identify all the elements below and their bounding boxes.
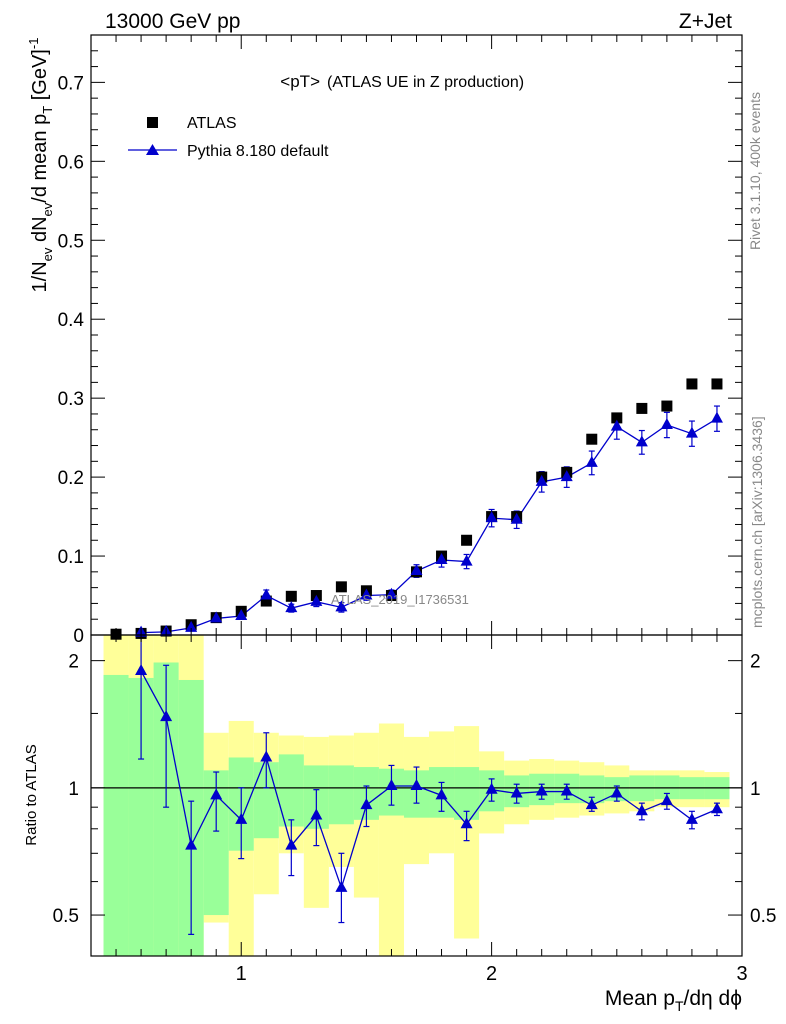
mc-point (635, 435, 648, 447)
top-y-axis-label: 1/Nev dNev/d mean pT [GeV]-1 (26, 38, 55, 293)
mc-point (235, 609, 248, 621)
mc-point (285, 601, 298, 613)
mc-point (360, 588, 373, 600)
ratio-mc-point (585, 798, 598, 810)
ratio-mc-point (210, 788, 223, 800)
plot-title-sub: (ATLAS UE in Z production) (327, 74, 524, 91)
y-tick-label: 0.2 (58, 468, 84, 489)
svg-text:Mean pT/dη dϕ: Mean pT/dη dϕ (605, 987, 742, 1014)
atlas-data-point (335, 581, 347, 593)
mcplots-label: mcplots.cern.ch [arXiv:1306.3436] (749, 416, 765, 628)
legend-atlas-label: ATLAS (187, 115, 237, 132)
atlas-data-point (461, 534, 473, 546)
mc-point (385, 587, 398, 599)
x-tick-label: 2 (486, 963, 497, 985)
legend-mc-label: Pythia 8.180 default (187, 143, 329, 160)
mc-point (560, 470, 573, 482)
mc-point (610, 419, 623, 431)
ratio-y-tick-label-right: 1 (750, 779, 761, 800)
svg-text:1/Nev dNev/d mean pT [GeV]-1: 1/Nev dNev/d mean pT [GeV]-1 (26, 38, 55, 293)
atlas-data-point (586, 433, 598, 445)
ratio-mc-point (360, 798, 373, 810)
ratio-mc-point (185, 838, 198, 850)
mc-point (535, 474, 548, 486)
analysis-watermark: ATLAS_2019_I1736531 (331, 592, 469, 607)
atlas-data-point (686, 378, 698, 390)
uncertainty-band-inner (328, 765, 354, 825)
ratio-mc-point (385, 779, 398, 791)
ratio-plot-area (91, 635, 742, 956)
ratio-mc-point (260, 750, 273, 762)
y-tick-label: 0.4 (58, 310, 85, 331)
x-tick-label: 3 (736, 963, 747, 985)
atlas-data-point (260, 595, 272, 607)
header-right-label: Z+Jet (679, 10, 732, 33)
ratio-mc-point (660, 794, 673, 806)
legend: ATLAS Pythia 8.180 default (128, 115, 329, 160)
ratio-mc-point (160, 710, 173, 722)
mc-point (710, 411, 723, 423)
y-tick-label: 0.3 (58, 389, 84, 410)
mc-point (335, 600, 348, 612)
ratio-mc-point (485, 782, 498, 794)
ratio-mc-point (435, 788, 448, 800)
y-tick-label: 0.5 (58, 231, 84, 252)
mc-point (210, 611, 223, 623)
ratio-mc-point (335, 880, 348, 892)
mc-point (685, 426, 698, 438)
ratio-y-axis-label: Ratio to ATLAS (23, 744, 40, 845)
ratio-mc-point (310, 808, 323, 820)
atlas-data-point (636, 402, 648, 414)
y-tick-label: 0 (73, 626, 84, 647)
mc-point (510, 512, 523, 524)
header-left-label: 13000 GeV pp (105, 10, 240, 33)
ratio-y-tick-label-left: 1 (68, 779, 79, 800)
atlas-data-point (611, 412, 623, 424)
ratio-y-tick-label-left: 0.5 (53, 906, 79, 927)
legend-atlas-marker (147, 117, 158, 128)
ratio-mc-point (610, 786, 623, 798)
ratio-mc-point (410, 779, 423, 791)
mc-point (410, 564, 423, 576)
ratio-mc-point (460, 817, 473, 829)
mc-point (585, 455, 598, 467)
atlas-data-point (711, 378, 723, 390)
y-tick-label: 0.7 (58, 73, 84, 94)
atlas-data-point (285, 590, 297, 602)
mc-point (460, 554, 473, 566)
ratio-mc-point (560, 784, 573, 796)
x-axis-label: Mean pT/dη dϕ (605, 987, 742, 1014)
ratio-mc-point (685, 812, 698, 824)
mc-point (185, 620, 198, 632)
y-tick-label: 0.1 (58, 547, 84, 568)
ratio-mc-point (235, 812, 248, 824)
ratio-mc-point (635, 804, 648, 816)
mc-point (485, 511, 498, 523)
ratio-mc-point (510, 786, 523, 798)
ratio-y-tick-label-right: 2 (750, 652, 761, 673)
plot-title-main: <pT> (280, 72, 320, 91)
mc-point (660, 418, 673, 429)
uncertainty-band-inner (103, 674, 129, 956)
rivet-version-label: Rivet 3.1.10, 400k events (747, 92, 763, 250)
ratio-mc-point (535, 784, 548, 796)
mc-point (260, 588, 273, 600)
y-tick-label: 0.6 (58, 152, 84, 173)
ratio-mc-point (285, 838, 298, 850)
legend-mc-marker (146, 144, 159, 155)
mc-point (435, 553, 448, 564)
uncertainty-band-outer (378, 723, 404, 956)
ratio-y-tick-label-right: 0.5 (750, 906, 776, 927)
top-plot-layer: 1 2 3 0 0.1 0.2 0.3 0.4 0.5 0.6 0.7 0.5 0.5 1 1 2 2 (53, 34, 776, 985)
mc-point (310, 594, 323, 606)
ratio-mc-point (135, 664, 148, 676)
x-tick-label: 1 (236, 963, 247, 985)
ratio-mc-point (710, 802, 723, 814)
ratio-y-tick-label-left: 2 (68, 652, 79, 673)
atlas-data-point (661, 400, 673, 412)
